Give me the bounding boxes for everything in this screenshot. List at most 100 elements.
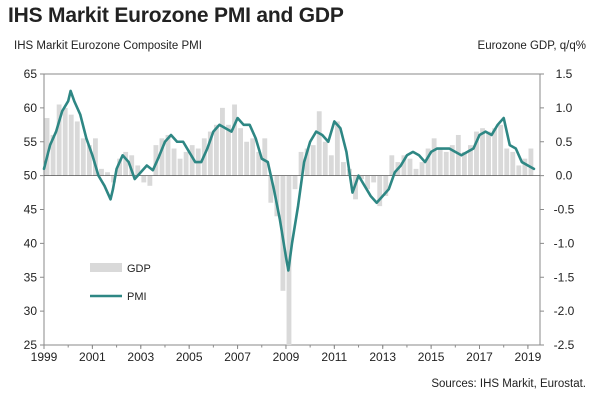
gdp-bar bbox=[99, 168, 104, 176]
gdp-bar bbox=[274, 175, 280, 217]
left-tick-label: 55 bbox=[24, 135, 38, 149]
gdp-bar bbox=[262, 138, 268, 176]
right-axis-label: Eurozone GDP, q/q% bbox=[477, 40, 586, 52]
legend-gdp-label: GDP bbox=[127, 263, 151, 275]
gdp-bar bbox=[359, 175, 364, 180]
gdp-bar bbox=[74, 121, 80, 176]
x-tick-label: 2003 bbox=[127, 350, 154, 364]
gdp-bar bbox=[105, 172, 110, 176]
gdp-bar bbox=[322, 141, 328, 176]
gdp-bar bbox=[528, 148, 534, 176]
gdp-bar bbox=[461, 151, 467, 176]
gdp-bar bbox=[250, 138, 256, 176]
left-tick-label: 50 bbox=[24, 169, 38, 183]
gdp-bar bbox=[183, 151, 189, 176]
x-tick-label: 2001 bbox=[79, 350, 106, 364]
gdp-bar bbox=[504, 148, 510, 176]
gdp-bar bbox=[165, 134, 171, 176]
x-tick-label: 2011 bbox=[321, 350, 347, 364]
gdp-bar bbox=[147, 175, 153, 186]
right-tick-label: 0.5 bbox=[556, 135, 573, 149]
gdp-bar bbox=[304, 148, 310, 176]
gdp-bar bbox=[117, 158, 123, 176]
gdp-bar bbox=[92, 138, 98, 176]
gdp-bar bbox=[226, 124, 231, 176]
left-tick-label: 40 bbox=[24, 236, 38, 250]
gdp-bar bbox=[177, 158, 183, 176]
left-tick-label: 25 bbox=[24, 338, 38, 352]
gdp-bar bbox=[50, 134, 56, 176]
gdp-bar bbox=[437, 148, 443, 176]
gdp-bar-series bbox=[44, 104, 534, 346]
right-tick-label: 1.0 bbox=[556, 101, 573, 115]
gdp-bar bbox=[443, 151, 449, 176]
gdp-bar bbox=[486, 131, 492, 176]
gdp-bar bbox=[256, 151, 262, 176]
gdp-bar bbox=[365, 175, 371, 190]
right-tick-label: -0.5 bbox=[554, 203, 575, 217]
x-tick-label: 2017 bbox=[466, 350, 493, 364]
pmi-line bbox=[42, 89, 536, 272]
gdp-bar bbox=[244, 141, 250, 176]
gdp-bar bbox=[516, 165, 522, 176]
gdp-bar bbox=[510, 151, 516, 176]
gdp-bar bbox=[86, 145, 92, 176]
plot-frame bbox=[43, 73, 541, 346]
gdp-bar bbox=[413, 168, 419, 176]
gdp-bar bbox=[141, 175, 147, 183]
legend: GDP PMI bbox=[90, 263, 151, 303]
gdp-bar bbox=[522, 158, 528, 176]
gdp-bar bbox=[310, 145, 316, 176]
gdp-bar bbox=[171, 148, 177, 176]
gdp-bar bbox=[425, 148, 431, 176]
gdp-bar bbox=[383, 175, 389, 196]
chart-title: IHS Markit Eurozone PMI and GDP bbox=[8, 4, 344, 27]
left-tick-label: 65 bbox=[24, 67, 38, 81]
gdp-bar bbox=[328, 155, 334, 176]
gdp-bar bbox=[480, 128, 485, 176]
legend-gdp-swatch bbox=[90, 263, 122, 272]
x-tick-label: 1999 bbox=[31, 350, 58, 364]
x-tick-label: 2009 bbox=[273, 350, 300, 364]
gdp-bar bbox=[431, 138, 437, 176]
plot-border bbox=[43, 73, 541, 346]
left-tick-label: 35 bbox=[24, 270, 38, 284]
gdp-bar bbox=[135, 165, 141, 176]
axes: 65 60 55 50 45 40 35 30 25 1.5 1.0 0.5 0.0 -0.5 -1.0 -1… bbox=[24, 67, 575, 364]
x-tick-label: 2015 bbox=[418, 350, 445, 364]
gdp-bar bbox=[213, 124, 219, 176]
gdp-bar bbox=[189, 145, 195, 176]
source-note: Sources: IHS Markit, Eurostat. bbox=[431, 378, 586, 390]
gdp-bar bbox=[371, 175, 377, 183]
x-tick-label: 2005 bbox=[176, 350, 203, 364]
gdp-bar bbox=[492, 128, 498, 176]
gdp-bar bbox=[292, 175, 298, 190]
right-tick-label: -1.5 bbox=[554, 270, 575, 284]
gdp-bar bbox=[455, 134, 461, 176]
gdp-bar bbox=[68, 114, 74, 176]
gdp-bar bbox=[207, 131, 213, 176]
x-tick-label: 2019 bbox=[515, 350, 542, 364]
gdp-bar bbox=[449, 145, 455, 176]
left-tick-label: 60 bbox=[24, 101, 38, 115]
right-tick-label: -1.0 bbox=[554, 236, 575, 250]
gdp-bar bbox=[44, 118, 50, 176]
right-tick-label: 0.0 bbox=[556, 169, 573, 183]
gdp-bar bbox=[334, 121, 340, 176]
gdp-bar bbox=[407, 158, 413, 176]
gdp-bar bbox=[419, 162, 425, 176]
right-tick-label: -2.0 bbox=[554, 304, 575, 318]
gdp-bar bbox=[389, 155, 395, 176]
gdp-bar bbox=[401, 155, 407, 176]
gdp-bar bbox=[232, 104, 237, 176]
gdp-bar bbox=[377, 175, 383, 207]
gdp-bar bbox=[316, 111, 322, 176]
gdp-bar bbox=[123, 151, 129, 176]
gdp-bar bbox=[468, 145, 473, 176]
gdp-bar bbox=[268, 175, 274, 203]
gdp-bar bbox=[62, 107, 68, 176]
right-tick-label: 1.5 bbox=[556, 67, 573, 81]
left-tick-label: 30 bbox=[24, 304, 38, 318]
x-tick-label: 2007 bbox=[224, 350, 251, 364]
gdp-bar bbox=[238, 128, 244, 176]
